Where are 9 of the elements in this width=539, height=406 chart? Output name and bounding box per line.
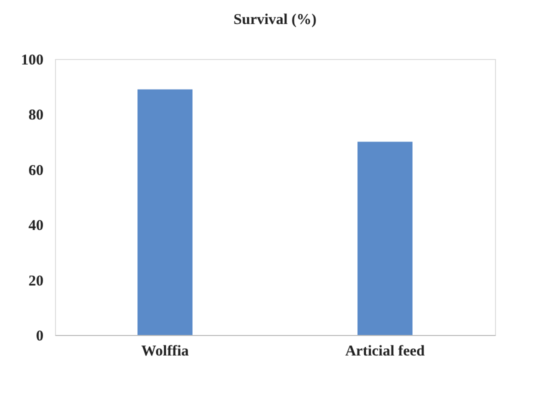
x-tick-label: Articial feed bbox=[345, 344, 426, 360]
y-tick-label: 40 bbox=[28, 218, 44, 234]
x-tick-label: Wolffia bbox=[141, 344, 190, 360]
y-tick-label: 0 bbox=[36, 328, 44, 344]
y-tick-label: 60 bbox=[28, 162, 44, 179]
y-tick-label: 100 bbox=[21, 52, 44, 68]
y-tick-label: 80 bbox=[28, 108, 44, 124]
chart-title: Survival (%) bbox=[234, 12, 316, 28]
y-tick-label: 20 bbox=[28, 273, 44, 290]
